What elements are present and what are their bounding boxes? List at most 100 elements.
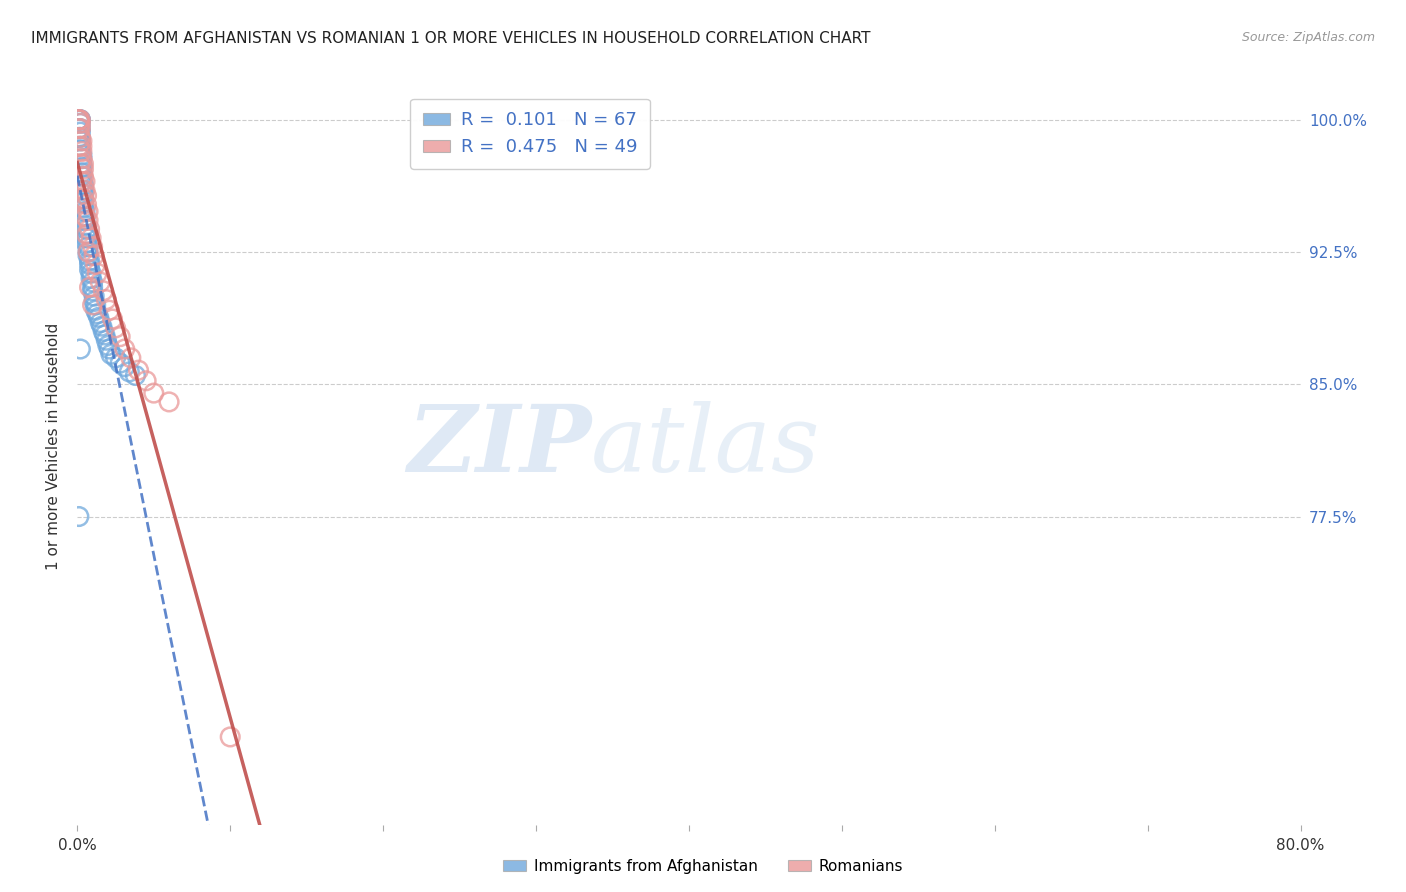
- Point: [120, 351, 142, 365]
- Point: [67, 112, 90, 127]
- Point: [135, 374, 157, 388]
- Point: [80, 271, 103, 285]
- Point: [70, 148, 93, 162]
- Point: [67, 112, 90, 127]
- Point: [77, 204, 100, 219]
- Point: [77, 249, 100, 263]
- Point: [72, 169, 94, 184]
- Point: [70, 152, 93, 166]
- Text: Source: ZipAtlas.com: Source: ZipAtlas.com: [1241, 31, 1375, 45]
- Point: [100, 347, 122, 361]
- Point: [82, 298, 104, 312]
- Point: [84, 298, 107, 312]
- Point: [69, 116, 91, 130]
- Point: [98, 303, 121, 318]
- Point: [69, 143, 91, 157]
- Point: [67, 112, 90, 127]
- Point: [67, 121, 90, 136]
- Point: [69, 112, 91, 127]
- Point: [79, 253, 101, 268]
- Point: [70, 145, 93, 159]
- Point: [82, 275, 104, 289]
- Point: [89, 316, 111, 330]
- Point: [69, 112, 91, 127]
- Point: [67, 112, 90, 127]
- Point: [114, 342, 136, 356]
- Point: [70, 152, 93, 166]
- Point: [83, 289, 105, 303]
- Point: [67, 130, 90, 145]
- Point: [96, 293, 118, 307]
- Point: [76, 227, 98, 242]
- Point: [72, 195, 94, 210]
- Point: [72, 192, 94, 206]
- Point: [98, 342, 121, 356]
- Point: [76, 227, 98, 242]
- Text: ZIP: ZIP: [406, 401, 591, 491]
- Legend: Immigrants from Afghanistan, Romanians: Immigrants from Afghanistan, Romanians: [496, 853, 910, 880]
- Point: [70, 169, 93, 184]
- Point: [108, 356, 131, 370]
- Text: IMMIGRANTS FROM AFGHANISTAN VS ROMANIAN 1 OR MORE VEHICLES IN HOUSEHOLD CORRELAT: IMMIGRANTS FROM AFGHANISTAN VS ROMANIAN …: [31, 31, 870, 46]
- Point: [69, 116, 91, 130]
- Point: [67, 112, 90, 127]
- Point: [72, 192, 94, 206]
- Point: [69, 130, 91, 145]
- Point: [70, 161, 93, 175]
- Point: [79, 222, 101, 236]
- Point: [70, 174, 93, 188]
- Point: [70, 166, 93, 180]
- Point: [69, 134, 91, 148]
- Point: [73, 183, 96, 197]
- Point: [70, 139, 93, 153]
- Point: [72, 183, 94, 197]
- Point: [67, 509, 90, 524]
- Point: [219, 730, 242, 744]
- Point: [83, 249, 105, 263]
- Point: [69, 157, 91, 171]
- Point: [79, 262, 101, 277]
- Point: [73, 210, 96, 224]
- Point: [76, 188, 98, 202]
- Point: [73, 213, 96, 227]
- Point: [69, 125, 91, 139]
- Point: [72, 178, 94, 192]
- Point: [72, 186, 94, 201]
- Point: [83, 294, 105, 309]
- Point: [97, 338, 120, 352]
- Point: [157, 395, 180, 409]
- Point: [69, 112, 91, 127]
- Point: [69, 342, 91, 356]
- Point: [79, 257, 101, 271]
- Point: [91, 325, 114, 339]
- Point: [86, 307, 108, 321]
- Point: [76, 231, 98, 245]
- Point: [77, 245, 100, 260]
- Point: [104, 351, 127, 365]
- Point: [73, 210, 96, 224]
- Point: [101, 312, 124, 326]
- Point: [76, 222, 98, 236]
- Point: [127, 363, 149, 377]
- Point: [69, 121, 91, 136]
- Point: [73, 204, 96, 219]
- Y-axis label: 1 or more Vehicles in Household: 1 or more Vehicles in Household: [46, 322, 62, 570]
- Point: [72, 162, 94, 177]
- Point: [70, 134, 93, 148]
- Point: [87, 310, 110, 325]
- Point: [89, 275, 111, 289]
- Point: [142, 386, 165, 401]
- Point: [76, 197, 98, 211]
- Legend: R =  0.101   N = 67, R =  0.475   N = 49: R = 0.101 N = 67, R = 0.475 N = 49: [411, 99, 650, 169]
- Point: [82, 284, 104, 298]
- Point: [124, 368, 146, 383]
- Point: [72, 201, 94, 215]
- Point: [104, 321, 127, 335]
- Point: [69, 130, 91, 145]
- Point: [70, 174, 93, 188]
- Point: [86, 266, 108, 280]
- Point: [76, 236, 98, 251]
- Point: [77, 240, 100, 254]
- Point: [73, 174, 96, 188]
- Point: [108, 329, 131, 343]
